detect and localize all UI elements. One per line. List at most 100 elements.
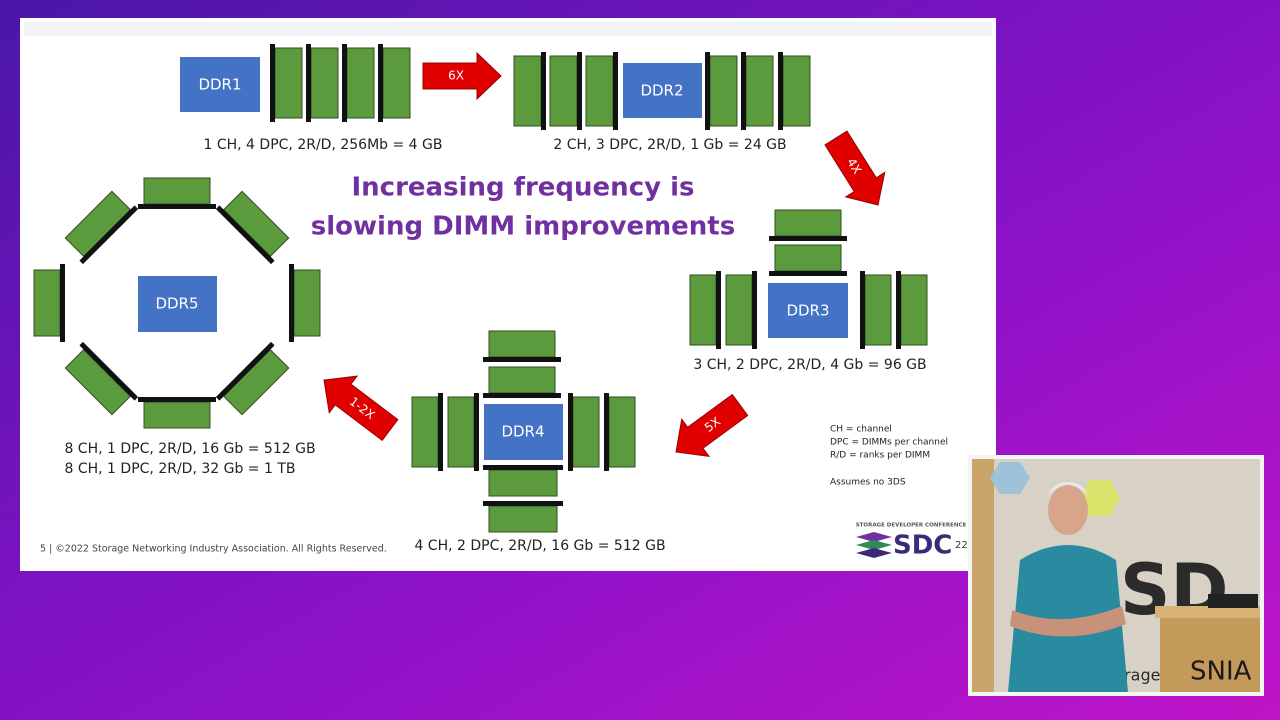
arrow-shape <box>422 51 502 101</box>
dimm-slot <box>577 52 582 130</box>
logo-caption: STORAGE DEVELOPER CONFERENCE <box>856 523 967 529</box>
dimm-slot <box>483 501 563 506</box>
dimm <box>709 55 738 127</box>
dimm-slot <box>215 205 275 265</box>
legend-line: R/D = ranks per DIMM <box>830 451 930 461</box>
logo-layer <box>856 540 892 550</box>
dimm-slot <box>215 341 275 401</box>
dimm-slot <box>378 44 383 122</box>
dimm <box>143 177 211 205</box>
flow-arrow: 5X <box>675 393 749 457</box>
dimm-group <box>138 397 216 429</box>
slide-title: Increasing frequency is <box>352 173 695 203</box>
dimm-slot <box>138 397 216 402</box>
ddr-box <box>623 63 702 118</box>
node-label: DDR2 <box>640 82 683 100</box>
arrow-layer: 6X 4X 5X 1-2X <box>323 51 886 457</box>
dimm <box>346 47 375 119</box>
footer: 5 | ©2022 Storage Networking Industry As… <box>40 544 387 555</box>
dimm <box>745 55 774 127</box>
node-label: DDR3 <box>786 302 829 320</box>
dimm-slot <box>604 393 609 471</box>
podium-sign: SNIA <box>1190 657 1252 687</box>
dimm-slot <box>769 236 847 241</box>
dimm <box>774 244 842 272</box>
logo-layer <box>856 532 892 542</box>
dimm-slot <box>270 44 275 122</box>
dimm <box>549 55 578 127</box>
legend-line: CH = channel <box>830 425 892 435</box>
node-caption: 8 CH, 1 DPC, 2R/D, 32 Gb = 1 TB <box>65 461 296 477</box>
node-caption: 8 CH, 1 DPC, 2R/D, 16 Gb = 512 GB <box>64 441 315 457</box>
dimm <box>488 330 556 358</box>
dimm <box>293 269 321 337</box>
dimm-slot <box>741 52 746 130</box>
dimm-group <box>138 177 216 209</box>
legend-line: Assumes no 3DS <box>830 478 906 488</box>
dimm-slot <box>306 44 311 122</box>
podium <box>1160 612 1260 692</box>
door <box>972 459 994 692</box>
logo-year: 22 <box>955 540 968 551</box>
ddr-box <box>484 404 563 460</box>
dimm <box>782 55 811 127</box>
dimm-slot <box>752 271 757 349</box>
dimm-group <box>64 341 139 416</box>
arms <box>1010 606 1126 637</box>
dimm-slot <box>541 52 546 130</box>
ddr-box <box>768 283 848 338</box>
dimm <box>774 209 842 237</box>
dimm <box>585 55 614 127</box>
dimm-slot <box>438 393 443 471</box>
hexagon <box>990 462 1030 494</box>
laptop <box>1208 594 1258 608</box>
dimm-group <box>289 264 321 342</box>
ddr-box <box>138 276 217 332</box>
dimm-group <box>215 190 290 265</box>
dimm-slot <box>613 52 618 130</box>
dimm-group <box>33 264 65 342</box>
shirt <box>1008 545 1128 692</box>
podium-top <box>1155 606 1260 618</box>
head <box>1048 485 1088 535</box>
dimm-group <box>215 341 290 416</box>
dimm <box>864 274 892 346</box>
node-caption: 4 CH, 2 DPC, 2R/D, 16 Gb = 512 GB <box>414 538 665 554</box>
node-label: DDR1 <box>198 76 241 94</box>
node-caption: 3 CH, 2 DPC, 2R/D, 4 Gb = 96 GB <box>693 357 926 373</box>
dimm-slot <box>483 357 561 362</box>
legend-line: DPC = DIMMs per channel <box>830 438 948 448</box>
dimm-slot <box>342 44 347 122</box>
dimm-slot <box>474 393 479 471</box>
dimm <box>608 396 636 468</box>
dimm-group <box>64 190 139 265</box>
dimm-slot <box>483 393 561 398</box>
dimm-slot <box>716 271 721 349</box>
hexagon <box>1080 480 1120 516</box>
arrow-label: 6X <box>448 69 464 83</box>
dimm <box>572 396 600 468</box>
node-label: DDR5 <box>155 295 198 313</box>
dimm <box>310 47 339 119</box>
dimm <box>382 47 411 119</box>
dimm <box>689 274 717 346</box>
dimm-slot <box>769 271 847 276</box>
flow-arrow: 1-2X <box>323 375 399 442</box>
arrow-shape <box>675 393 749 457</box>
arrow-shape <box>824 130 886 206</box>
dimm <box>488 469 558 497</box>
dimm <box>513 55 542 127</box>
flow-arrow: 4X <box>824 130 886 206</box>
slide-title: slowing DIMM improvements <box>311 212 735 242</box>
hair <box>1048 482 1088 496</box>
slide-header-band <box>24 22 992 36</box>
dimm-slot <box>860 271 865 349</box>
arrow-shape <box>323 375 399 442</box>
logo-layer <box>856 548 892 558</box>
dimm-slot <box>568 393 573 471</box>
logo-name: SDC <box>893 531 952 561</box>
node-label: DDR4 <box>501 423 544 441</box>
dimm-slot <box>896 271 901 349</box>
